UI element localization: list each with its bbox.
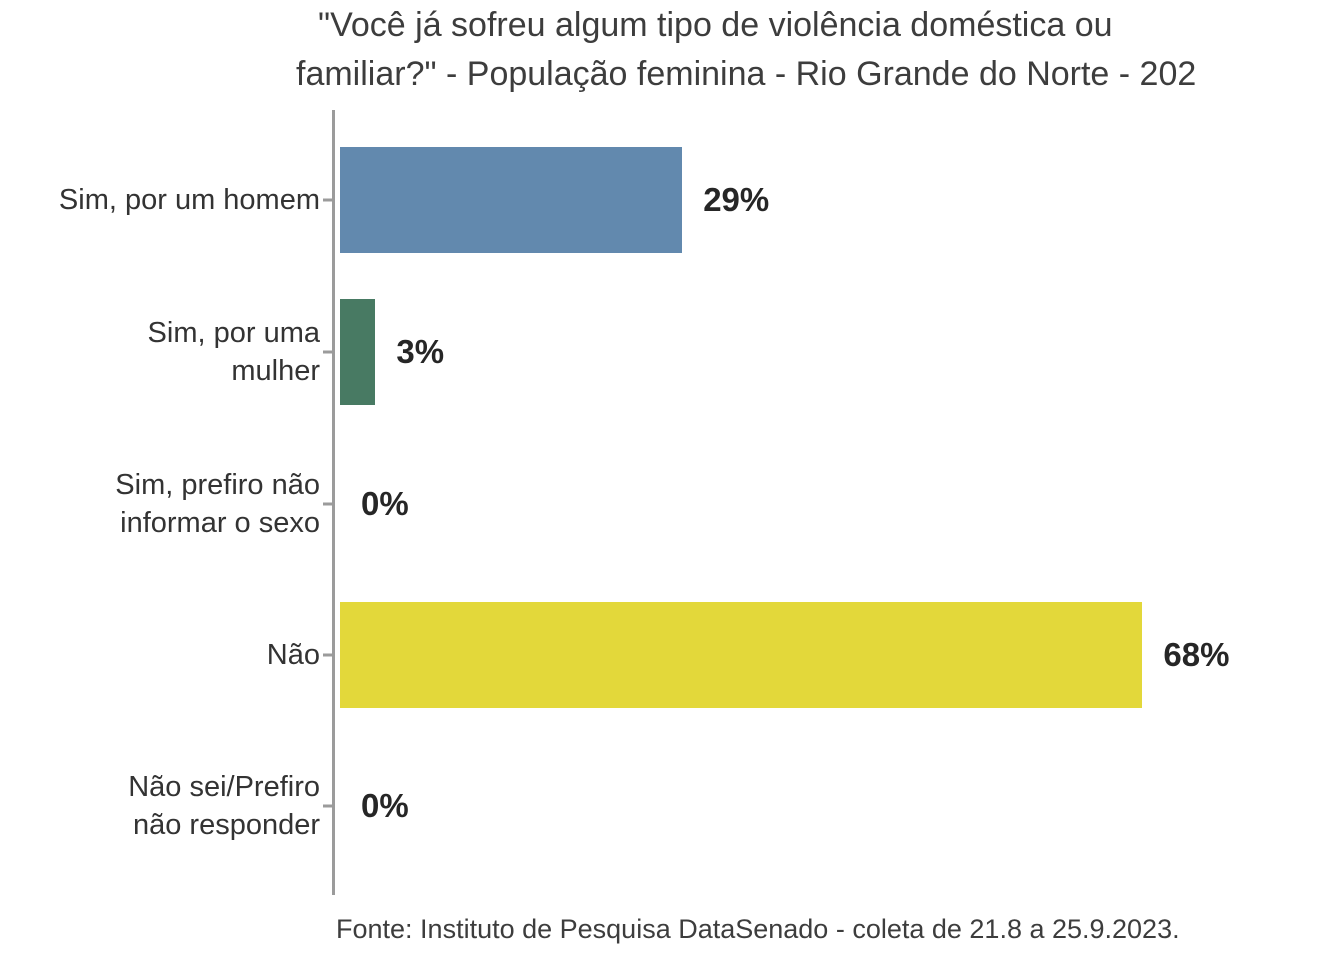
category-label: Sim, prefiro não informar o sexo <box>115 469 320 539</box>
axis-tick <box>323 198 332 202</box>
value-label: 3% <box>396 333 445 370</box>
y-axis-line <box>332 110 335 895</box>
axis-tick <box>323 804 332 808</box>
bar-row: Sim, por um homem 29% <box>0 122 1344 278</box>
value-label: 68% <box>1163 636 1230 673</box>
bar-sim-por-um-homem <box>340 147 683 253</box>
source-note: Fonte: Instituto de Pesquisa DataSenado … <box>336 914 1180 944</box>
bar-sim-por-uma-mulher <box>340 299 376 405</box>
axis-tick <box>323 502 332 506</box>
chart-title-line-2: familiar?" - População feminina - Rio Gr… <box>296 55 1197 93</box>
bar-row: Não 68% <box>0 577 1344 733</box>
category-label: Sim, por um homem <box>58 184 320 216</box>
bar-nao <box>340 602 1143 708</box>
value-label: 29% <box>703 181 770 218</box>
category-label: Não <box>266 639 320 671</box>
bar-row: Sim, prefiro não informar o sexo 0% <box>0 426 1344 582</box>
axis-tick <box>323 350 332 354</box>
value-label: 0% <box>361 787 409 824</box>
category-label: Não sei/Prefiro não responder <box>128 771 320 841</box>
category-label: Sim, por uma mulher <box>147 317 320 387</box>
bar-row: Não sei/Prefiro não responder 0% <box>0 728 1344 884</box>
axis-tick <box>323 653 332 657</box>
chart-title-line-1: "Você já sofreu algum tipo de violência … <box>318 6 1113 44</box>
value-label: 0% <box>361 485 409 522</box>
bar-row: Sim, por uma mulher 3% <box>0 274 1344 430</box>
